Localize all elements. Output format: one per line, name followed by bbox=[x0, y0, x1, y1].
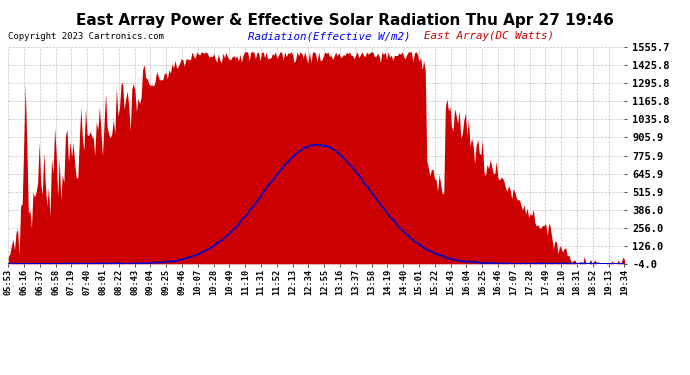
Text: East Array(DC Watts): East Array(DC Watts) bbox=[424, 32, 554, 41]
Text: Copyright 2023 Cartronics.com: Copyright 2023 Cartronics.com bbox=[8, 32, 164, 41]
Text: Radiation(Effective W/m2): Radiation(Effective W/m2) bbox=[248, 32, 411, 41]
Text: East Array Power & Effective Solar Radiation Thu Apr 27 19:46: East Array Power & Effective Solar Radia… bbox=[76, 13, 614, 28]
